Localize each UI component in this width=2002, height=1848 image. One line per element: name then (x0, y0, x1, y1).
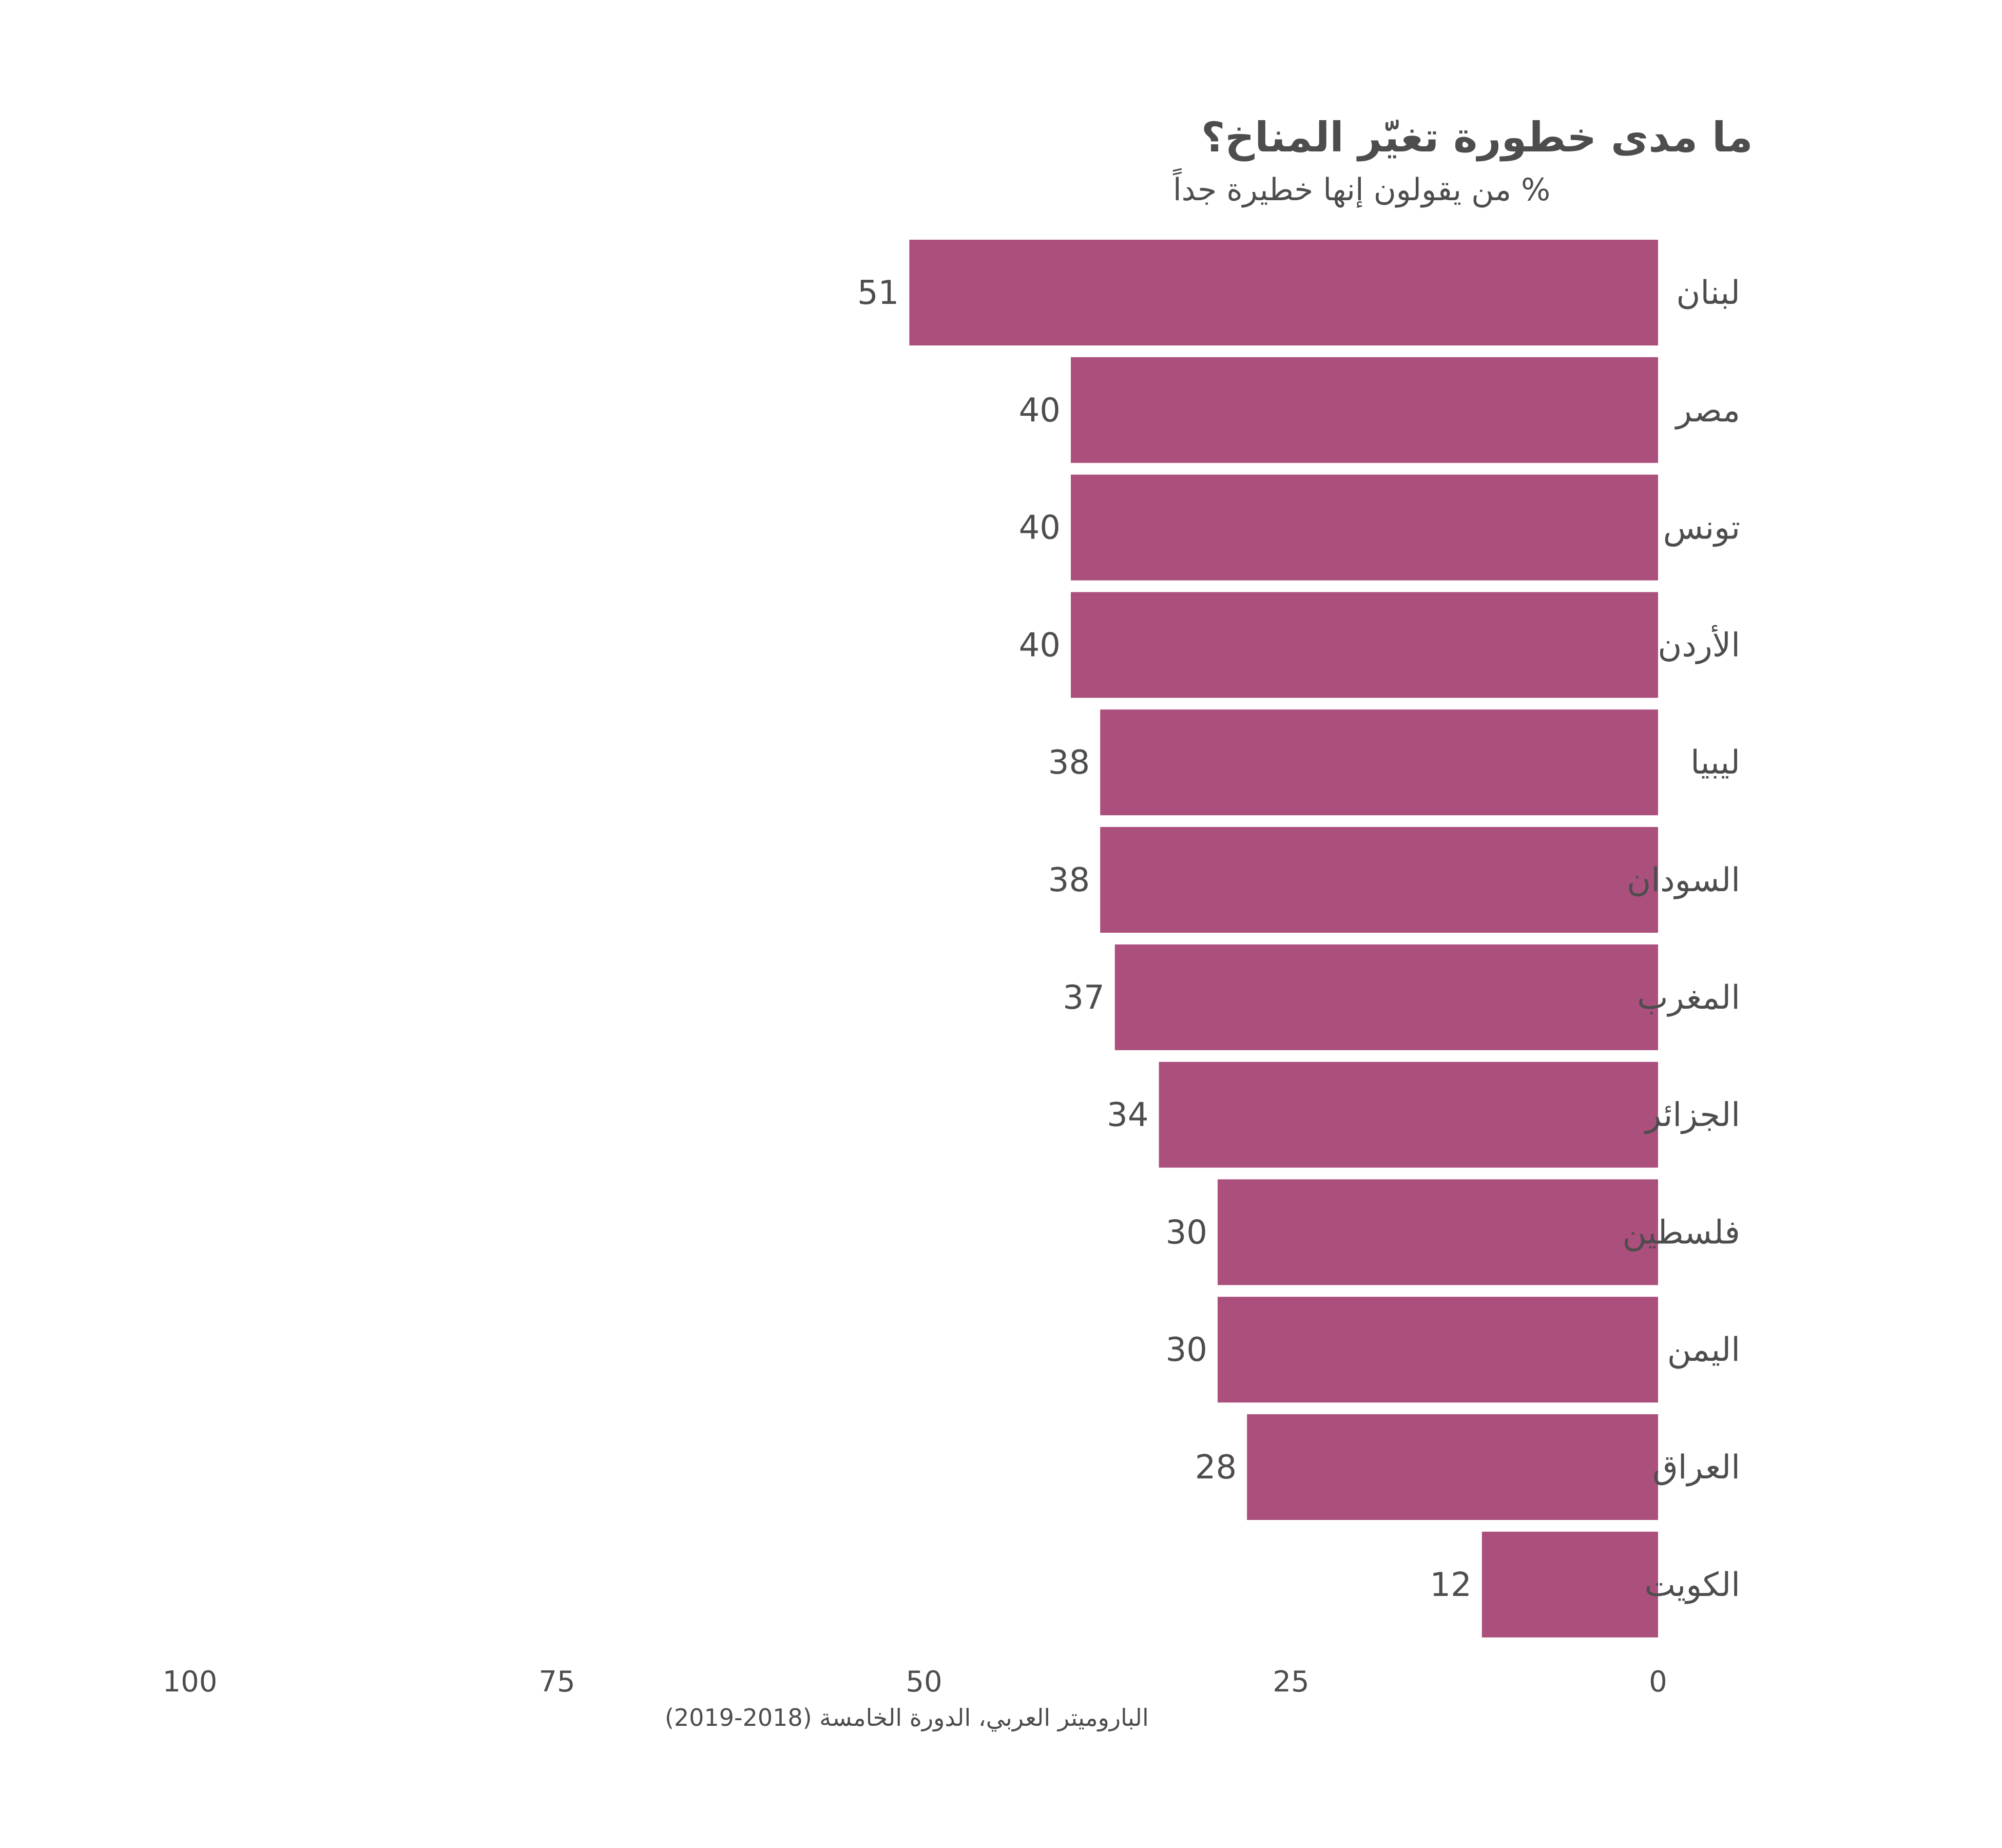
x-axis-ticks: 100 75 50 25 0 (163, 1665, 1667, 1699)
chart-caption: الباروميتر العربي، الدورة الخامسة (2018-… (665, 1704, 1149, 1732)
bar-value-label: 38 (1048, 744, 1090, 782)
bar-value-label: 40 (1019, 626, 1061, 664)
bar-value-label: 40 (1019, 392, 1061, 430)
bar (1100, 827, 1658, 933)
bar-value-label: 30 (1166, 1214, 1207, 1252)
category-label: فلسطين (1623, 1214, 1740, 1252)
x-tick-label: 25 (1273, 1665, 1309, 1699)
category-label: العراق (1652, 1449, 1740, 1487)
x-tick-label: 50 (906, 1665, 942, 1699)
bar (1481, 1531, 1658, 1638)
bar-value-label: 38 (1048, 861, 1090, 899)
category-label: ليبيا (1690, 744, 1740, 782)
category-labels-group: لبنان مصر تونس الأردن ليبيا السودان المغرب الجز… (1623, 274, 1740, 1604)
chart-subtitle: % من يقولون إنها خطيرة جداً (1172, 168, 1550, 208)
chart-title: ما مدى خطورة تغيّر المناخ؟ (1201, 113, 1753, 162)
bar (1114, 944, 1658, 1050)
category-label: اليمن (1667, 1331, 1740, 1369)
category-label: المغرب (1637, 979, 1740, 1017)
bar (1100, 709, 1658, 816)
category-label: تونس (1663, 509, 1740, 547)
bar (1071, 474, 1658, 581)
category-label: مصر (1674, 392, 1740, 430)
category-label: السودان (1627, 861, 1740, 899)
x-tick-label: 100 (163, 1665, 218, 1699)
category-label: الأردن (1658, 624, 1740, 664)
bar-value-label: 34 (1107, 1096, 1148, 1134)
x-tick-label: 0 (1649, 1665, 1667, 1699)
bar (1071, 357, 1658, 463)
bar (1071, 592, 1658, 698)
value-labels-group: 51 40 40 40 38 38 37 34 30 30 28 12 (857, 274, 1472, 1604)
bar (1218, 1179, 1658, 1285)
category-label: الكويت (1645, 1566, 1740, 1604)
bar-value-label: 51 (857, 274, 899, 312)
bar-value-label: 12 (1430, 1566, 1471, 1604)
bar-value-label: 37 (1063, 979, 1104, 1017)
category-label: لبنان (1676, 274, 1740, 312)
bars-group (909, 240, 1658, 1638)
category-label: الجزائر (1644, 1096, 1740, 1134)
bar-value-label: 30 (1166, 1331, 1207, 1369)
bar (909, 240, 1658, 345)
bar (1247, 1414, 1658, 1520)
bar (1218, 1297, 1658, 1403)
bar (1159, 1062, 1658, 1168)
bar-value-label: 28 (1195, 1449, 1237, 1487)
x-tick-label: 75 (538, 1665, 575, 1699)
bar-value-label: 40 (1019, 509, 1061, 547)
